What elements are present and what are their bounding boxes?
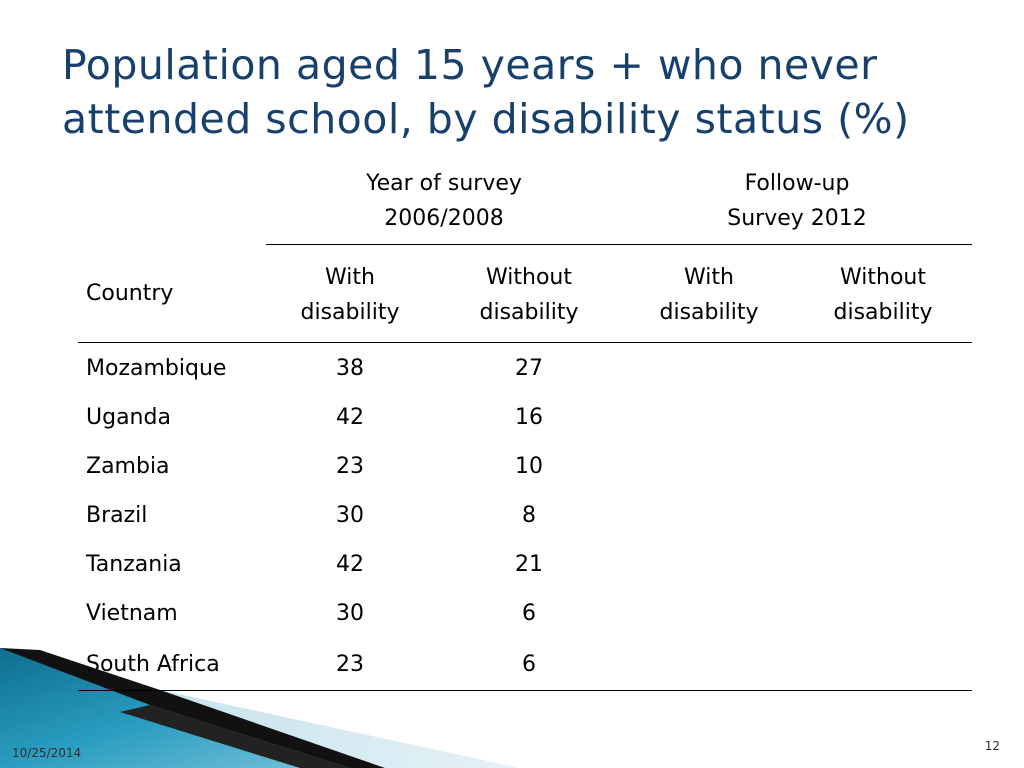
table-row: Zambia 23 10 <box>78 442 972 491</box>
with-disability-cell: 42 <box>336 552 364 577</box>
without-disability-cell: 8 <box>522 503 536 528</box>
table-row: Vietnam 30 6 <box>78 589 972 638</box>
country-cell: Zambia <box>86 454 170 479</box>
subheader-line2: disability <box>479 300 579 325</box>
subheader-line1: Without <box>486 265 572 290</box>
without-disability-cell: 27 <box>515 356 543 381</box>
without-disability-cell: 16 <box>515 405 543 430</box>
subheader-line1: Without <box>840 265 926 290</box>
subheader-line1: With <box>684 265 734 290</box>
country-column-header: Country <box>86 281 174 306</box>
country-cell: Brazil <box>86 503 148 528</box>
subheader-with-disability-2006: With disability <box>271 260 429 330</box>
group-header-line2: Survey 2012 <box>727 206 867 231</box>
group-header-rule <box>266 244 972 245</box>
group-header-line1: Follow-up <box>744 171 850 196</box>
table-row: Brazil 30 8 <box>78 491 972 540</box>
group-header-survey: Year of survey 2006/2008 <box>266 166 622 236</box>
without-disability-cell: 6 <box>522 601 536 626</box>
with-disability-cell: 30 <box>336 601 364 626</box>
country-cell: Tanzania <box>86 552 182 577</box>
group-header-line2: 2006/2008 <box>384 206 504 231</box>
with-disability-cell: 23 <box>336 652 364 677</box>
table-row: Uganda 42 16 <box>78 393 972 442</box>
slide-title: Population aged 15 years + who never att… <box>62 41 910 143</box>
table-bottom-rule <box>78 690 972 691</box>
with-disability-cell: 23 <box>336 454 364 479</box>
table-row: South Africa 23 6 <box>78 640 972 689</box>
slide-page-number: 12 <box>984 739 1000 753</box>
without-disability-cell: 6 <box>522 652 536 677</box>
without-disability-cell: 10 <box>515 454 543 479</box>
subheader-without-disability-2006: Without disability <box>450 260 608 330</box>
country-cell: Uganda <box>86 405 171 430</box>
subheader-with-disability-2012: With disability <box>630 260 788 330</box>
slide-date: 10/25/2014 <box>12 746 82 760</box>
subheader-line1: With <box>325 265 375 290</box>
group-header-followup: Follow-up Survey 2012 <box>622 166 972 236</box>
with-disability-cell: 38 <box>336 356 364 381</box>
table-row: Mozambique 38 27 <box>78 344 972 393</box>
table-row: Tanzania 42 21 <box>78 540 972 589</box>
without-disability-cell: 21 <box>515 552 543 577</box>
subheader-line2: disability <box>659 300 759 325</box>
group-header-line1: Year of survey <box>366 171 522 196</box>
header-bottom-rule <box>78 342 972 343</box>
with-disability-cell: 42 <box>336 405 364 430</box>
subheader-line2: disability <box>833 300 933 325</box>
subheader-without-disability-2012: Without disability <box>804 260 962 330</box>
with-disability-cell: 30 <box>336 503 364 528</box>
subheader-line2: disability <box>300 300 400 325</box>
country-cell: Mozambique <box>86 356 227 381</box>
country-cell: Vietnam <box>86 601 178 626</box>
country-cell: South Africa <box>86 652 220 677</box>
